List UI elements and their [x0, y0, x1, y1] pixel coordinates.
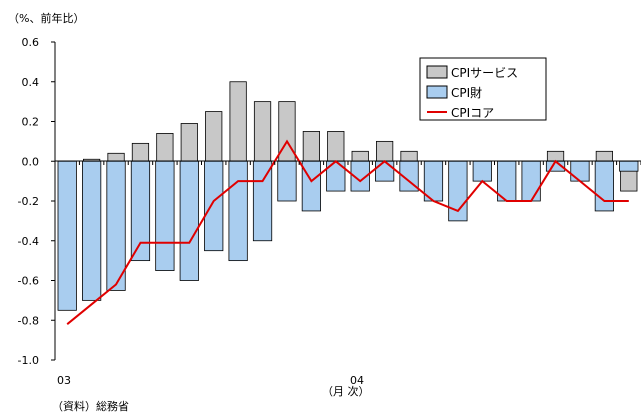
goods-bars: [57, 160, 639, 311]
goods-bar: [82, 160, 102, 301]
y-axis-ticks: 0.6 0.4 0.2 0.0 -0.2 -0.4 -0.6 -0.8 -1.0: [18, 36, 55, 367]
y-tick-label: 0.2: [22, 116, 40, 129]
legend-swatch-goods: [426, 85, 448, 99]
service-bar: [400, 150, 418, 162]
y-tick-label: -0.8: [18, 314, 39, 327]
legend: CPIサービス CPI財 CPIコア: [419, 57, 547, 121]
goods-bar: [57, 160, 77, 311]
service-bar: [351, 150, 369, 162]
legend-label-service: CPIサービス: [451, 66, 518, 80]
y-tick-label: 0.4: [22, 76, 40, 89]
service-bar: [327, 131, 345, 162]
x-axis-label: （月 次）: [322, 384, 370, 398]
service-bar: [376, 140, 394, 162]
goods-bar: [155, 160, 175, 271]
unit-label: （%、前年比）: [8, 11, 84, 25]
goods-bar: [594, 160, 614, 212]
y-tick-label: 0.6: [22, 36, 40, 49]
y-tick-label: 0.0: [22, 155, 40, 168]
goods-bar: [228, 160, 248, 262]
source-note: （資料）総務省: [52, 399, 129, 413]
y-tick-label: -0.6: [18, 275, 39, 288]
y-tick-label: -1.0: [18, 354, 39, 367]
service-bar: [205, 111, 223, 162]
legend-label-core: CPIコア: [451, 106, 494, 120]
y-tick-label: -0.4: [18, 235, 39, 248]
goods-bar: [375, 160, 395, 182]
service-bar: [156, 133, 174, 162]
goods-bar: [106, 160, 126, 291]
goods-bar: [252, 160, 273, 242]
goods-bar: [472, 160, 492, 182]
goods-bar: [619, 160, 639, 172]
service-bar: [229, 81, 247, 162]
y-tick-label: -0.2: [18, 195, 39, 208]
x-tick-label: 03: [57, 374, 71, 387]
legend-swatch-service: [426, 65, 448, 79]
goods-bar: [130, 160, 151, 262]
legend-label-goods: CPI財: [451, 85, 482, 100]
service-bars: [58, 81, 638, 192]
goods-bar: [179, 160, 199, 281]
x-axis-ticks: 03 04: [54, 161, 641, 387]
service-bar: [546, 150, 565, 162]
goods-bar: [521, 160, 541, 202]
service-bar: [595, 150, 613, 162]
service-bar: [131, 142, 150, 162]
core-line-group: [66, 139, 629, 325]
service-bar: [180, 123, 198, 162]
x-tick-label: 04: [350, 374, 364, 387]
service-bar: [253, 101, 272, 162]
service-bar: [107, 152, 125, 162]
core-line: [66, 139, 629, 325]
goods-bar: [570, 160, 590, 182]
goods-bar: [204, 160, 224, 252]
goods-bar: [277, 160, 297, 202]
service-bar: [302, 131, 320, 162]
